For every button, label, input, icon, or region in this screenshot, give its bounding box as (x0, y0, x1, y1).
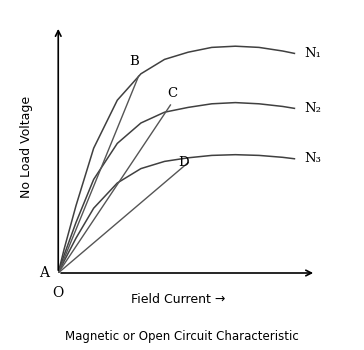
Text: A: A (39, 266, 49, 280)
Text: N₂: N₂ (304, 102, 321, 115)
Text: No Load Voltage: No Load Voltage (20, 96, 33, 198)
Text: Field Current →: Field Current → (131, 293, 225, 306)
Text: O: O (53, 286, 64, 300)
Text: C: C (168, 87, 178, 100)
Text: Magnetic or Open Circuit Characteristic: Magnetic or Open Circuit Characteristic (65, 330, 299, 343)
Text: D: D (178, 156, 189, 169)
Text: B: B (129, 55, 139, 68)
Text: N₁: N₁ (304, 47, 321, 60)
Text: N₃: N₃ (304, 152, 321, 165)
